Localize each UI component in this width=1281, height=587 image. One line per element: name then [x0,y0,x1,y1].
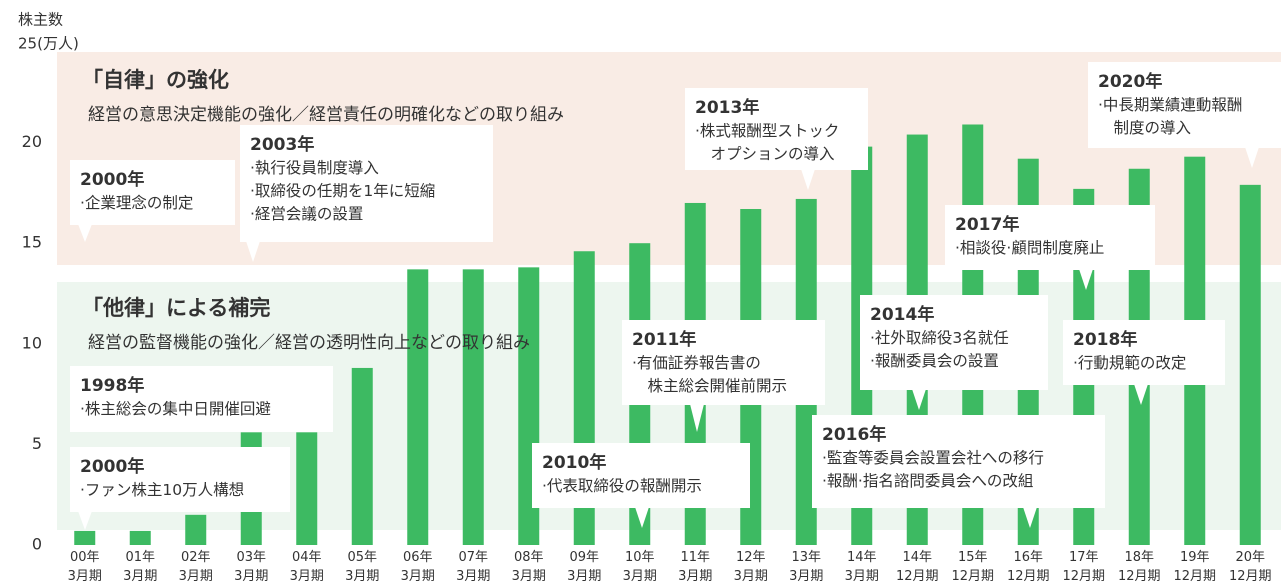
section: 「他律」による補完経営の監督機能の強化／経営の透明性向上などの取り組み [82,292,530,353]
x-tick-label: 02年 3月期 [178,550,213,584]
y-axis-title: 株主数 [18,11,63,29]
annotation-text: ·社外取締役3名就任 [870,329,1009,347]
bar [74,530,96,545]
annotation-year: 2013年 [695,98,760,118]
annotation-year: 2018年 [1073,330,1138,350]
annotation-text: ·株主総会の集中日開催回避 [80,400,271,418]
x-tick-label: 16年 12月期 [1006,550,1050,584]
bar [296,432,318,545]
bar [351,367,373,545]
pointer [1023,507,1037,528]
annotation-year: 2000年 [80,457,145,477]
annotation-text: ·監査等委員会設置会社への移行 [822,449,1044,467]
y-tick-label: 15 [22,233,42,252]
section-title: 「自律」の強化 [82,68,229,92]
x-tick-label: 01年 3月期 [123,550,158,584]
annotation: 2014年 ·社外取締役3名就任 ·報酬委員会の設置 [860,295,1048,390]
y-tick-label: 20 [22,132,42,151]
annotation-text: オプションの導入 [695,145,835,163]
annotation-text: 株主総会開催前開示 [632,377,788,395]
x-tick-label: 13年 3月期 [789,550,824,584]
y-tick-label: 25(万人) [18,35,79,53]
bar [185,514,207,545]
annotation-text: ·報酬·指名諮問委員会への改組 [822,472,1034,490]
pointer [78,511,92,530]
y-tick-label: 0 [32,535,42,554]
bar [407,269,429,545]
x-tick-label: 03年 3月期 [234,550,269,584]
section-subtitle: 経営の監督機能の強化／経営の透明性向上などの取り組み [88,333,530,353]
annotation-text: ·ファン株主10万人構想 [80,481,245,499]
annotation-text: ·中長期業績連動報酬 [1098,96,1243,114]
section-title: 「他律」による補完 [82,296,271,320]
pointer [635,507,649,528]
y-tick-label: 5 [32,434,42,453]
annotation: 1998年 ·株主総会の集中日開催回避 [70,366,333,432]
pointer [1134,384,1148,405]
annotation-year: 2016年 [822,425,887,445]
annotation-text: ·行動規範の改定 [1073,354,1187,372]
annotation-year: 2003年 [250,135,315,155]
annotation-text: ·代表取締役の報酬開示 [542,477,702,495]
bar [129,530,151,545]
annotation: 2018年 ·行動規範の改定 [1063,320,1225,385]
pointer [1079,269,1093,290]
annotation-text: ·有価証券報告書の [632,354,761,372]
annotation: 2003年 ·執行役員制度導入 ·取締役の任期を1年に短縮 ·経営会議の設置 [240,125,493,242]
annotation-year: 2014年 [870,305,935,325]
x-tick-label: 14年 3月期 [844,550,879,584]
annotation-year: 1998年 [80,376,145,396]
bar [462,269,484,545]
x-tick-label: 11年 3月期 [678,550,713,584]
x-tick-label: 05年 3月期 [345,550,380,584]
annotation: 2013年 ·株式報酬型ストック オプションの導入 [685,88,868,170]
annotation-text: ·報酬委員会の設置 [870,352,999,370]
annotation-text: ·取締役の任期を1年に短縮 [250,182,436,200]
x-tick-label: 20年 12月期 [1228,550,1272,584]
bar [1239,184,1261,546]
annotation-year: 2020年 [1098,72,1163,92]
x-tick-label: 09年 3月期 [567,550,602,584]
x-tick-label: 08年 3月期 [511,550,546,584]
x-tick-label: 15年 12月期 [951,550,995,584]
section: 「自律」の強化経営の意思決定機能の強化／経営責任の明確化などの取り組み [82,64,564,125]
x-tick-label: 18年 12月期 [1117,550,1161,584]
x-tick-label: 06年 3月期 [400,550,435,584]
annotation-year: 2000年 [80,170,145,190]
annotation-text: ·企業理念の制定 [80,194,194,212]
annotation: 2016年 ·監査等委員会設置会社への移行 ·報酬·指名諮問委員会への改組 [812,415,1105,508]
x-tick-label: 14年 12月期 [895,550,939,584]
x-tick-label: 19年 12月期 [1173,550,1217,584]
pointer [912,389,926,410]
annotation: 2000年 ·ファン株主10万人構想 [70,447,290,512]
annotation: 2000年 ·企業理念の制定 [70,160,235,225]
y-tick-label: 10 [22,333,42,352]
annotation-text: ·相談役·顧問制度廃止 [955,239,1105,257]
section-subtitle: 経営の意思決定機能の強化／経営責任の明確化などの取り組み [88,105,564,125]
x-tick-label: 04年 3月期 [289,550,324,584]
annotation-year: 2017年 [955,215,1020,235]
annotation-year: 2010年 [542,453,607,473]
annotation: 2020年 ·中長期業績連動報酬 制度の導入 [1088,62,1281,148]
annotation-text: 制度の導入 [1098,119,1192,137]
pointer [801,169,815,190]
x-tick-label: 07年 3月期 [456,550,491,584]
annotation: 2010年 ·代表取締役の報酬開示 [532,443,750,508]
x-tick-label: 10年 3月期 [622,550,657,584]
annotation-text: ·株式報酬型ストック [695,122,840,140]
x-tick-label: 00年 3月期 [67,550,102,584]
annotation-text: ·経営会議の設置 [250,205,364,223]
pointer [78,224,92,242]
annotation-year: 2011年 [632,330,697,350]
annotation: 2011年 ·有価証券報告書の 株主総会開催前開示 [622,320,825,405]
pointer [246,241,260,262]
pointer [690,404,704,432]
pointer [1245,147,1259,168]
x-tick-label: 12年 3月期 [733,550,768,584]
x-tick-label: 17年 12月期 [1062,550,1106,584]
annotation-text: ·執行役員制度導入 [250,159,379,177]
annotation: 2017年 ·相談役·顧問制度廃止 [945,205,1155,270]
